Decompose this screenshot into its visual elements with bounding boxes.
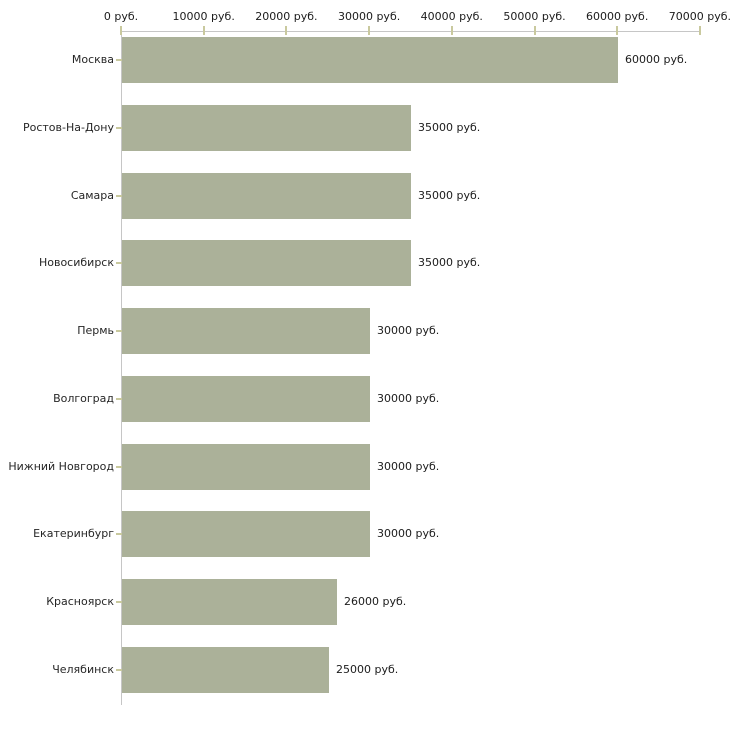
x-axis-tick-mark	[202, 26, 205, 35]
value-label: 26000 руб.	[344, 595, 407, 608]
x-axis-tick-mark	[368, 26, 371, 35]
y-axis-tick-mark	[116, 601, 122, 603]
bar	[122, 376, 370, 422]
bar	[122, 308, 370, 354]
x-axis-tick-label: 60000 руб.	[586, 10, 649, 23]
value-label: 30000 руб.	[377, 392, 440, 405]
x-axis-tick-mark	[533, 26, 536, 35]
y-axis-tick-mark	[116, 330, 122, 332]
y-axis-tick-mark	[116, 398, 122, 400]
value-label: 30000 руб.	[377, 324, 440, 337]
x-axis-tick-mark	[285, 26, 288, 35]
x-axis-tick-mark	[120, 26, 122, 35]
value-label: 30000 руб.	[377, 460, 440, 473]
bar	[122, 173, 411, 219]
y-axis-tick-mark	[116, 533, 122, 535]
category-label: Москва	[71, 53, 114, 66]
category-label: Челябинск	[52, 663, 114, 676]
category-label: Волгоград	[53, 392, 114, 405]
category-label: Самара	[70, 189, 114, 202]
category-label: Ростов-На-Дону	[22, 121, 114, 134]
category-label: Красноярск	[46, 595, 114, 608]
y-axis-tick-mark	[116, 466, 122, 468]
value-label: 60000 руб.	[625, 53, 688, 66]
category-label: Екатеринбург	[33, 527, 114, 540]
x-axis-tick-label: 20000 руб.	[255, 10, 318, 23]
value-label: 35000 руб.	[418, 121, 481, 134]
x-axis-tick-label: 0 руб.	[103, 10, 139, 23]
x-axis-tick-label: 30000 руб.	[337, 10, 401, 23]
bar	[122, 240, 411, 286]
y-axis-tick-mark	[116, 59, 122, 61]
bar	[122, 647, 329, 693]
y-axis-tick-mark	[116, 669, 122, 671]
y-axis-tick-mark	[116, 127, 122, 129]
bar	[122, 511, 370, 557]
y-axis-tick-mark	[116, 195, 122, 197]
value-label: 35000 руб.	[418, 256, 481, 269]
bar	[122, 37, 618, 83]
x-axis-tick-label: 10000 руб.	[172, 10, 235, 23]
y-axis-line	[121, 31, 122, 705]
x-axis-tick-mark	[616, 26, 619, 35]
x-axis-line	[121, 31, 701, 32]
category-label: Нижний Новгород	[8, 460, 114, 473]
bar	[122, 444, 370, 490]
x-axis-tick-mark	[698, 26, 701, 35]
value-label: 35000 руб.	[418, 189, 481, 202]
y-axis-tick-mark	[116, 262, 122, 264]
x-axis-tick-mark	[450, 26, 453, 35]
bar	[122, 579, 337, 625]
x-axis-tick-label: 40000 руб.	[420, 10, 483, 23]
category-label: Пермь	[77, 324, 114, 337]
value-label: 30000 руб.	[377, 527, 440, 540]
x-axis-tick-label: 70000 руб.	[668, 10, 730, 23]
category-label: Новосибирск	[38, 256, 114, 269]
x-axis-tick-label: 50000 руб.	[503, 10, 566, 23]
value-label: 25000 руб.	[336, 663, 399, 676]
bar	[122, 105, 411, 151]
